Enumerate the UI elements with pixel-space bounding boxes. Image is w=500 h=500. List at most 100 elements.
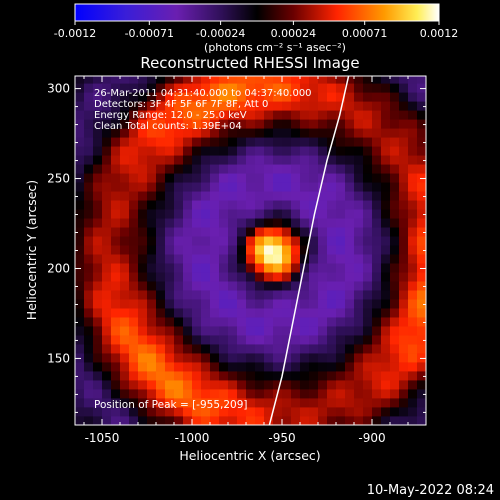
heatmap-cell	[408, 218, 418, 228]
heatmap-cell	[129, 245, 139, 255]
heatmap-cell	[300, 344, 310, 354]
heatmap-cell	[237, 137, 247, 147]
heatmap-cell	[156, 83, 166, 93]
heatmap-cell	[372, 263, 382, 273]
heatmap-cell	[309, 335, 319, 345]
heatmap-cell	[219, 119, 229, 129]
heatmap-cell	[237, 281, 247, 291]
heatmap-cell	[228, 137, 238, 147]
heatmap-cell	[399, 173, 409, 183]
heatmap-cell	[345, 290, 355, 300]
heatmap-cell	[318, 290, 328, 300]
heatmap-cell	[318, 416, 328, 425]
info-line: Energy Range: 12.0 - 25.0 keV	[94, 110, 247, 121]
heatmap-cell	[111, 164, 121, 174]
heatmap-cell	[174, 146, 184, 156]
heatmap-cell	[327, 371, 337, 381]
heatmap-cell	[417, 92, 426, 102]
heatmap-cell	[165, 362, 175, 372]
heatmap-cell	[156, 245, 166, 255]
heatmap-cell	[381, 146, 391, 156]
heatmap-cell	[363, 416, 373, 425]
heatmap-cell	[237, 353, 247, 363]
heatmap-cell	[156, 326, 166, 336]
heatmap-cell	[273, 146, 283, 156]
heatmap-cell	[93, 119, 103, 129]
heatmap-cell	[300, 128, 310, 138]
heatmap-cell	[174, 173, 184, 183]
heatmap-cell	[327, 76, 337, 84]
heatmap-cell	[264, 371, 274, 381]
heatmap-cell	[210, 146, 220, 156]
heatmap-cell	[93, 317, 103, 327]
heatmap-cell	[273, 164, 283, 174]
heatmap-cell	[102, 236, 112, 246]
heatmap-cell	[399, 299, 409, 309]
heatmap-cell	[408, 281, 418, 291]
heatmap-cell	[120, 146, 130, 156]
heatmap-cell	[336, 308, 346, 318]
heatmap-cell	[210, 326, 220, 336]
heatmap-cell	[147, 83, 157, 93]
heatmap-cell	[237, 326, 247, 336]
heatmap-cell	[282, 83, 292, 93]
heatmap-cell	[381, 344, 391, 354]
heatmap-cell	[165, 146, 175, 156]
heatmap-cell	[264, 335, 274, 345]
heatmap-cell	[381, 326, 391, 336]
heatmap-cell	[408, 272, 418, 282]
heatmap-cell	[273, 83, 283, 93]
heatmap-cell	[84, 389, 94, 399]
heatmap-cell	[354, 416, 364, 425]
heatmap-cell	[156, 92, 166, 102]
heatmap-cell	[156, 389, 166, 399]
heatmap-cell	[309, 416, 319, 425]
heatmap-cell	[120, 119, 130, 129]
heatmap-cell	[102, 281, 112, 291]
heatmap-cell	[93, 209, 103, 219]
heatmap-cell	[363, 155, 373, 165]
heatmap-cell	[183, 398, 193, 408]
heatmap-cell	[75, 254, 85, 264]
heatmap-cell	[291, 182, 301, 192]
heatmap-cell	[336, 182, 346, 192]
heatmap-cell	[174, 92, 184, 102]
heatmap-cell	[102, 173, 112, 183]
heatmap-cell	[183, 353, 193, 363]
heatmap-cell	[318, 137, 328, 147]
heatmap-cell	[300, 236, 310, 246]
heatmap-cell	[219, 416, 229, 425]
heatmap-cell	[201, 353, 211, 363]
heatmap-cell	[336, 173, 346, 183]
heatmap-cell	[273, 200, 283, 210]
heatmap-cell	[93, 263, 103, 273]
heatmap-cell	[300, 398, 310, 408]
heatmap-cell	[408, 335, 418, 345]
heatmap-cell	[210, 101, 220, 111]
heatmap-cell	[102, 290, 112, 300]
heatmap-cell	[372, 299, 382, 309]
heatmap-cell	[417, 191, 426, 201]
heatmap-cell	[138, 416, 148, 425]
heatmap-cell	[309, 76, 319, 84]
heatmap-cell	[390, 245, 400, 255]
heatmap-cell	[264, 191, 274, 201]
heatmap-cell	[318, 83, 328, 93]
heatmap-cell	[111, 281, 121, 291]
heatmap-cell	[381, 371, 391, 381]
heatmap-cell	[102, 200, 112, 210]
heatmap-cell	[399, 380, 409, 390]
heatmap-cell	[282, 146, 292, 156]
heatmap-cell	[210, 272, 220, 282]
heatmap-cell	[120, 362, 130, 372]
heatmap-cell	[408, 155, 418, 165]
heatmap-cell	[327, 380, 337, 390]
heatmap-cell	[111, 299, 121, 309]
heatmap-cell	[381, 101, 391, 111]
heatmap-cell	[120, 389, 130, 399]
heatmap-cell	[93, 155, 103, 165]
heatmap-cell	[327, 281, 337, 291]
heatmap-cell	[417, 209, 426, 219]
heatmap-cell	[201, 209, 211, 219]
heatmap-cell	[102, 353, 112, 363]
